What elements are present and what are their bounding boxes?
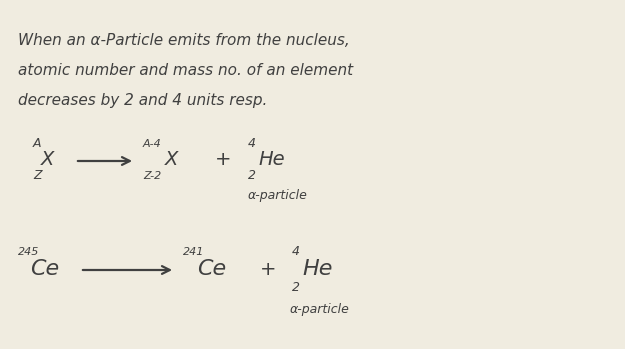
Text: He: He: [302, 259, 332, 279]
Text: 2: 2: [292, 281, 300, 294]
Text: atomic number and mass no. of an element: atomic number and mass no. of an element: [18, 63, 353, 78]
Text: He: He: [258, 150, 284, 169]
Text: 245: 245: [18, 247, 39, 257]
Text: A-4: A-4: [143, 139, 162, 149]
Text: When an α-Particle emits from the nucleus,: When an α-Particle emits from the nucleu…: [18, 33, 350, 48]
Text: 4: 4: [248, 137, 256, 150]
Text: Z: Z: [33, 169, 42, 182]
Text: Ce: Ce: [30, 259, 59, 279]
Text: +: +: [260, 260, 276, 279]
Text: 2: 2: [248, 169, 256, 182]
Text: α-particle: α-particle: [248, 189, 308, 202]
Text: A: A: [33, 137, 41, 150]
Text: α-particle: α-particle: [290, 303, 350, 316]
Text: X: X: [165, 150, 178, 169]
Text: Ce: Ce: [197, 259, 226, 279]
Text: 4: 4: [292, 245, 300, 258]
Text: +: +: [215, 150, 231, 169]
Text: Z-2: Z-2: [143, 171, 161, 181]
Text: 241: 241: [183, 247, 204, 257]
Text: X: X: [41, 150, 54, 169]
Text: decreases by 2 and 4 units resp.: decreases by 2 and 4 units resp.: [18, 93, 268, 108]
